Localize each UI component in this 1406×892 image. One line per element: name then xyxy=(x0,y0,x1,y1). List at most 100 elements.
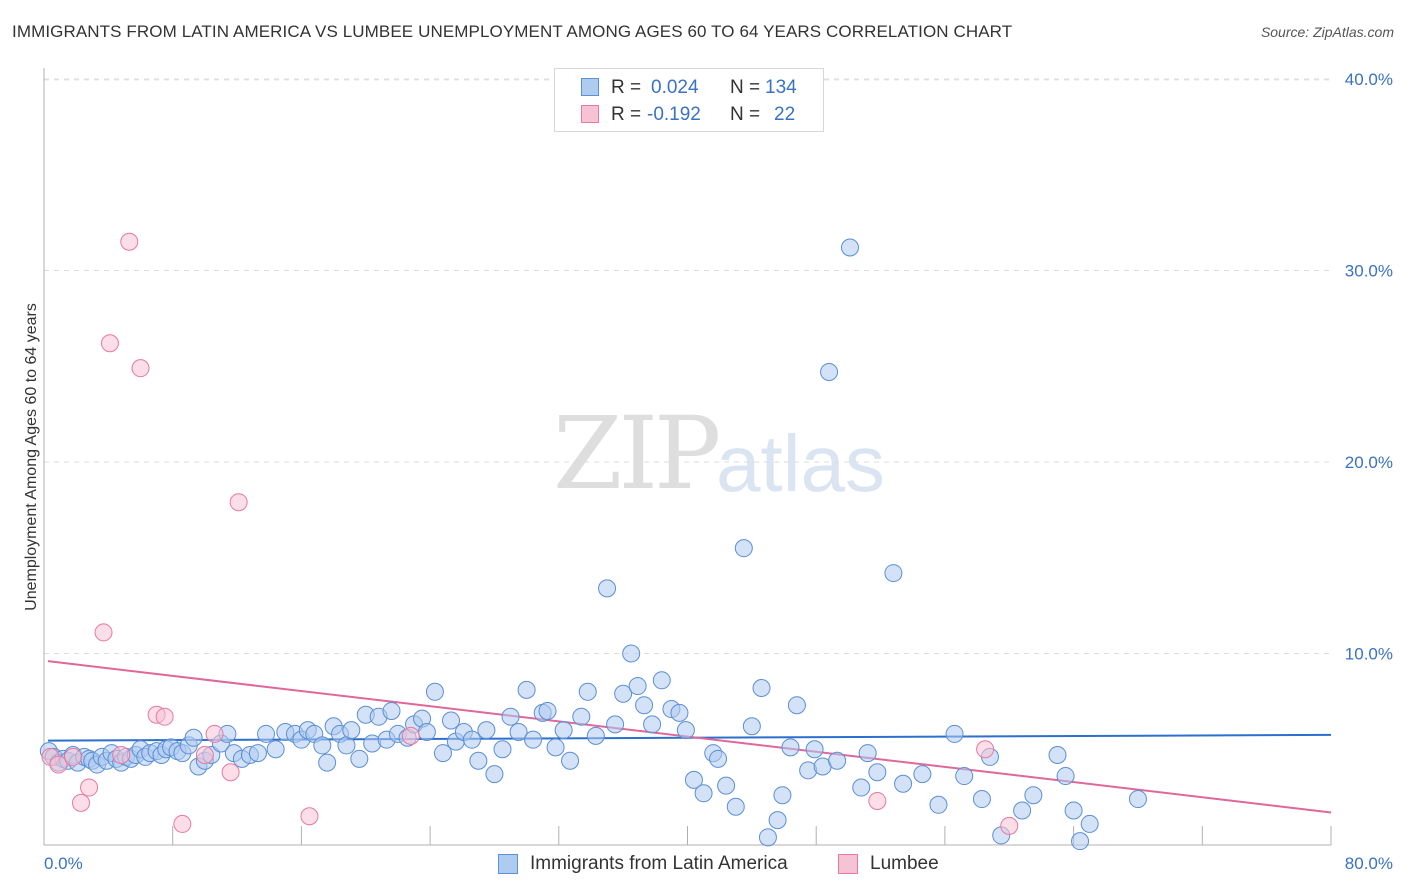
point-immigrants xyxy=(442,711,461,730)
point-lumbee xyxy=(205,724,224,743)
point-immigrants xyxy=(485,765,504,784)
point-immigrants xyxy=(684,770,703,789)
legend-row-immigrants: R = 0.024 N = 134 xyxy=(555,75,823,101)
point-lumbee xyxy=(173,814,192,833)
point-immigrants xyxy=(1056,767,1075,786)
point-immigrants xyxy=(955,767,974,786)
point-immigrants xyxy=(266,740,285,759)
point-immigrants xyxy=(820,362,839,381)
point-lumbee xyxy=(976,740,995,759)
point-immigrants xyxy=(717,776,736,795)
point-immigrants xyxy=(546,738,565,757)
bottom-legend-label-lumbee: Lumbee xyxy=(870,853,939,874)
watermark-zip: ZIP xyxy=(553,395,721,512)
point-lumbee xyxy=(229,493,248,512)
point-immigrants xyxy=(628,677,647,696)
x-tick-label: 0.0% xyxy=(44,854,83,873)
point-immigrants xyxy=(313,736,332,755)
point-lumbee xyxy=(155,707,174,726)
point-immigrants xyxy=(1071,832,1090,851)
point-immigrants xyxy=(606,715,625,734)
point-immigrants xyxy=(840,238,859,257)
y-axis-label: Unemployment Among Ages 60 to 64 years xyxy=(23,303,40,611)
point-immigrants xyxy=(787,696,806,715)
point-immigrants xyxy=(614,684,633,703)
point-lumbee xyxy=(131,359,150,378)
point-immigrants xyxy=(350,749,369,768)
chart-title: IMMIGRANTS FROM LATIN AMERICA VS LUMBEE … xyxy=(12,22,1013,41)
point-lumbee xyxy=(100,334,119,353)
point-immigrants xyxy=(1128,790,1147,809)
legend-n-value: 22 xyxy=(774,104,796,125)
x-tick-label: 80.0% xyxy=(1345,854,1393,873)
point-lumbee xyxy=(1000,816,1019,835)
point-immigrants xyxy=(709,749,728,768)
y-tick-label: 10.0% xyxy=(1345,645,1393,664)
point-immigrants xyxy=(257,724,276,743)
point-lumbee xyxy=(300,807,319,826)
axes xyxy=(43,68,1332,846)
point-immigrants xyxy=(742,717,761,736)
point-lumbee xyxy=(195,745,214,764)
point-lumbee xyxy=(868,791,887,810)
point-immigrants xyxy=(635,696,654,715)
point-immigrants xyxy=(598,579,617,598)
point-lumbee xyxy=(49,755,68,774)
correlation-legend: R = 0.024 N = 134 R = -0.192 N = 22 xyxy=(554,68,824,132)
point-immigrants xyxy=(469,751,488,770)
point-immigrants xyxy=(248,744,267,763)
point-lumbee xyxy=(63,747,82,766)
point-immigrants xyxy=(622,644,641,663)
point-immigrants xyxy=(554,721,573,740)
point-immigrants xyxy=(652,671,671,690)
point-immigrants xyxy=(1013,801,1032,820)
point-immigrants xyxy=(913,765,932,784)
bottom-legend-swatch-lumbee xyxy=(838,854,858,874)
point-immigrants xyxy=(517,680,536,699)
point-immigrants xyxy=(726,797,745,816)
point-immigrants xyxy=(734,539,753,558)
legend-swatch-lumbee xyxy=(581,105,599,123)
point-immigrants xyxy=(501,707,520,726)
legend-n-label: N = xyxy=(730,104,761,125)
point-immigrants xyxy=(676,721,695,740)
point-immigrants xyxy=(1048,745,1067,764)
bottom-legend-swatch-immigrants xyxy=(498,854,518,874)
point-lumbee xyxy=(72,793,91,812)
point-immigrants xyxy=(561,751,580,770)
legend-r-value: -0.192 xyxy=(647,104,701,125)
legend-n-value: 134 xyxy=(765,77,797,98)
point-immigrants xyxy=(828,751,847,770)
point-immigrants xyxy=(694,784,713,803)
y-tick-label: 40.0% xyxy=(1345,70,1393,89)
point-immigrants xyxy=(929,795,948,814)
legend-r-label: R = xyxy=(611,77,642,98)
point-immigrants xyxy=(773,786,792,805)
point-immigrants xyxy=(318,753,337,772)
point-immigrants xyxy=(972,790,991,809)
point-lumbee xyxy=(401,726,420,745)
point-immigrants xyxy=(586,726,605,745)
point-lumbee xyxy=(221,763,240,782)
point-immigrants xyxy=(1024,786,1043,805)
point-immigrants xyxy=(852,778,871,797)
point-immigrants xyxy=(509,723,528,742)
point-immigrants xyxy=(884,564,903,583)
legend-r-value: 0.024 xyxy=(651,77,699,98)
point-immigrants xyxy=(417,723,436,742)
point-immigrants xyxy=(945,724,964,743)
data-points xyxy=(39,232,1147,851)
point-lumbee xyxy=(80,778,99,797)
point-immigrants xyxy=(493,740,512,759)
point-immigrants xyxy=(1064,801,1083,820)
point-immigrants xyxy=(477,721,496,740)
point-immigrants xyxy=(342,721,361,740)
point-immigrants xyxy=(670,703,689,722)
y-tick-label: 30.0% xyxy=(1345,262,1393,281)
point-immigrants xyxy=(868,763,887,782)
gridlines xyxy=(44,78,1331,654)
point-immigrants xyxy=(752,678,771,697)
source-label: Source: ZipAtlas.com xyxy=(1260,24,1394,40)
y-tick-label: 20.0% xyxy=(1345,453,1393,472)
